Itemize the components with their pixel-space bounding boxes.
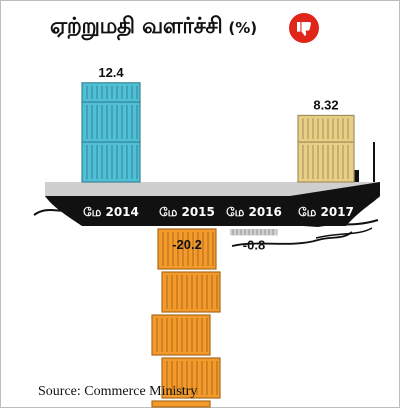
bar-segment: [151, 314, 211, 356]
chart-title: ஏற்றுமதி வளர்ச்சி: [50, 14, 223, 39]
title-group: ஏற்றுமதி வளர்ச்சி (%): [50, 14, 257, 48]
bar-segment: [230, 229, 278, 236]
category-label: மே 2015: [159, 205, 215, 219]
bar-segment: [297, 114, 355, 143]
data-label: 12.4: [98, 65, 124, 80]
wave-line: [231, 231, 353, 247]
bar-segment: [151, 400, 211, 408]
data-label: -20.2: [172, 237, 202, 252]
category-label: மே 2014: [83, 205, 139, 219]
ship-funnel: [353, 170, 359, 184]
ship-deck: [45, 172, 380, 198]
ship-hull: [45, 182, 380, 226]
data-label: -0.8: [243, 237, 265, 252]
thumbs-down-icon: [289, 13, 319, 43]
source-note: Source: Commerce Ministry: [38, 384, 198, 399]
chart-unit: (%): [228, 19, 258, 37]
bar-segment: [81, 82, 141, 103]
wave-line: [315, 227, 373, 239]
category-label: மே 2017: [298, 205, 354, 219]
category-label: மே 2016: [226, 205, 282, 219]
data-label: 8.32: [313, 97, 338, 112]
bar-segment: [81, 101, 141, 143]
bar-segment: [161, 271, 221, 313]
bar-segment: [297, 141, 355, 183]
bar-segment: [81, 141, 141, 183]
